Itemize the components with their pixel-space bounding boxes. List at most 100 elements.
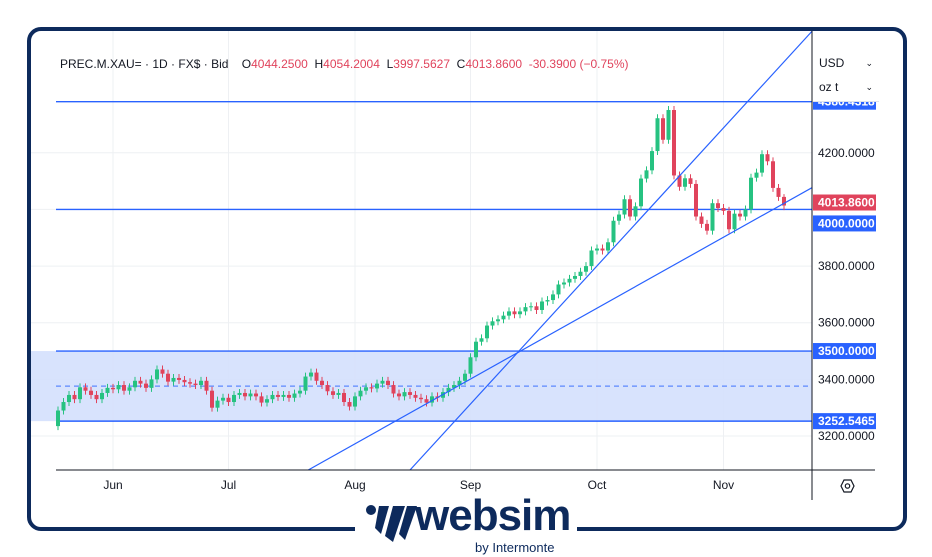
candle-body: [683, 178, 687, 187]
candle-body: [303, 376, 308, 391]
candle-body: [215, 400, 220, 408]
logo-mark-icon: [366, 505, 417, 542]
candle-body: [573, 275, 577, 279]
candle-body: [320, 380, 324, 386]
logo-sub: by Intermonte: [475, 540, 555, 555]
close-label: C: [456, 57, 466, 71]
change-value: -30.3900 (−0.75%): [528, 57, 629, 71]
level-badge: 3252.5465: [818, 414, 875, 428]
candle-body: [210, 390, 214, 408]
high-value: 4054.2004: [323, 57, 380, 71]
candle-body: [116, 385, 121, 390]
price-tick-label: 4200.0000: [818, 146, 875, 160]
unit-select[interactable]: oz t ⌄: [813, 75, 879, 99]
candle-body: [743, 209, 748, 217]
websim-logo: websim by Intermonte: [355, 494, 577, 557]
time-tick-label: Aug: [344, 478, 365, 492]
candle-body: [716, 203, 720, 209]
candle-body: [749, 177, 753, 210]
price-tick-label: 3400.0000: [818, 372, 875, 386]
candle-body: [710, 203, 715, 231]
candle-body: [342, 392, 346, 403]
candle-body: [589, 250, 594, 267]
candle-body: [578, 271, 583, 276]
candle-body: [567, 278, 572, 283]
candle-body: [738, 213, 742, 217]
candle-body: [655, 118, 660, 152]
level-badge-bg: [813, 215, 876, 232]
candle-body: [254, 393, 258, 397]
candle-body: [650, 151, 654, 171]
candle-body: [133, 380, 137, 388]
candle-body: [721, 208, 726, 211]
candle-body: [56, 410, 60, 427]
candle-body: [347, 402, 352, 407]
candle-body: [529, 306, 533, 308]
candle-body: [485, 325, 489, 339]
candle-body: [105, 387, 110, 393]
candle-body: [221, 397, 225, 401]
currency-select[interactable]: USD ⌄: [813, 51, 879, 75]
candle-body: [452, 385, 456, 388]
level-badge: 3500.0000: [818, 344, 875, 358]
candle-body: [270, 394, 275, 400]
candle-body: [776, 187, 781, 197]
price-tick-label: 3600.0000: [818, 316, 875, 330]
candle-body: [232, 394, 236, 403]
candle-body: [666, 110, 671, 140]
candle-body: [705, 223, 709, 231]
settings-icon[interactable]: [840, 479, 855, 493]
candle-body: [237, 392, 242, 395]
candle-body: [534, 306, 539, 310]
candle-body: [446, 387, 451, 393]
symbol[interactable]: PREC.M.XAU=: [60, 57, 142, 71]
candle-body: [611, 220, 616, 243]
candle-body: [595, 248, 599, 251]
ohlc-legend: PREC.M.XAU= · 1D · FX$ · Bid O4044.2500 …: [60, 57, 629, 71]
candle-body: [782, 196, 786, 206]
candle-body: [276, 394, 280, 397]
logo-word: websim: [415, 491, 571, 540]
candle-body: [380, 380, 385, 384]
candle-body: [661, 118, 665, 140]
candle-body: [677, 175, 682, 187]
candle-body: [111, 387, 115, 390]
candle-body: [622, 199, 627, 215]
candle-body: [314, 372, 319, 381]
interval[interactable]: 1D: [152, 57, 168, 71]
candle-body: [358, 390, 363, 397]
candle-body: [100, 392, 104, 400]
candle-body: [430, 396, 434, 403]
candle-body: [765, 154, 770, 162]
candle-body: [204, 380, 209, 391]
chevron-down-icon: ⌄: [865, 58, 873, 68]
candle-body: [166, 373, 170, 382]
candle-body: [369, 387, 374, 389]
candle-body: [336, 392, 341, 395]
candle-body: [265, 399, 269, 403]
plot-area: [31, 31, 812, 470]
high-label: H: [314, 57, 324, 71]
candle-body: [463, 373, 467, 381]
candle-body: [672, 110, 676, 176]
price-tick-label: 3800.0000: [818, 259, 875, 273]
candle-body: [556, 284, 561, 295]
close-value: 4013.8600: [465, 57, 523, 71]
candle-body: [171, 377, 176, 382]
candle-body: [122, 385, 126, 391]
candle-body: [67, 394, 71, 403]
candle-body: [243, 392, 247, 397]
time-tick-label: Nov: [713, 478, 734, 492]
candle-body: [639, 178, 643, 207]
candle-body: [78, 387, 82, 400]
candle-body: [177, 377, 181, 380]
candle-body: [617, 214, 621, 221]
candle-body: [364, 387, 368, 391]
price-tick-label: 3200.0000: [818, 429, 875, 443]
candle-body: [419, 397, 423, 400]
candle-body: [754, 172, 759, 178]
candle-body: [281, 394, 286, 397]
candle-body: [694, 183, 698, 217]
candle-body: [248, 393, 253, 397]
